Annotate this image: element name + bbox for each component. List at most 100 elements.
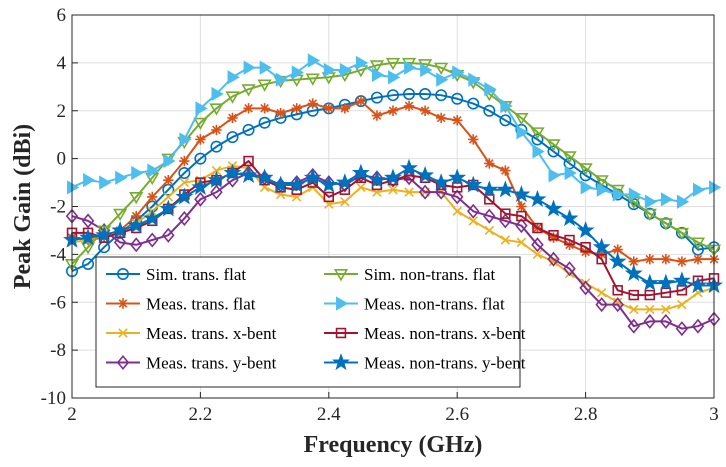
data-point [548, 232, 559, 243]
data-point [658, 218, 673, 231]
data-point [175, 187, 194, 205]
data-point [516, 125, 529, 140]
data-point [241, 84, 256, 97]
data-point [127, 216, 146, 234]
data-point [404, 60, 417, 75]
data-point [129, 191, 144, 205]
series-5 [67, 53, 722, 209]
data-point [163, 174, 174, 186]
data-point [612, 285, 623, 296]
data-point [371, 110, 383, 121]
y-tick-label: 0 [57, 149, 67, 170]
data-point [531, 133, 544, 146]
data-point [195, 101, 208, 116]
data-point [403, 100, 415, 112]
legend-label: Sim. non-trans. flat [364, 265, 496, 284]
data-point [259, 103, 270, 114]
data-point [656, 273, 675, 291]
data-point [194, 152, 207, 165]
legend-entry: Meas. non-trans. y-bent [324, 353, 526, 373]
data-point [147, 163, 160, 178]
data-point [162, 227, 175, 243]
data-point [709, 180, 722, 195]
data-point [356, 182, 366, 193]
data-point [594, 175, 609, 188]
data-point [419, 105, 431, 116]
data-point [660, 192, 674, 207]
data-point [692, 182, 706, 197]
y-tick-label: -2 [50, 197, 66, 218]
data-point [596, 287, 607, 298]
data-point [548, 230, 559, 241]
data-point [451, 92, 464, 105]
data-point [243, 60, 256, 75]
data-point [452, 65, 465, 80]
data-point [596, 182, 609, 197]
legend-swatch-marker [336, 296, 349, 311]
data-point [275, 72, 288, 87]
data-point [547, 251, 560, 267]
data-point [242, 165, 255, 181]
data-point [464, 175, 483, 193]
data-point [80, 242, 96, 255]
x-axis-title: Frequency (GHz) [304, 432, 483, 458]
data-point [319, 175, 338, 193]
data-point [258, 116, 271, 129]
data-point [596, 253, 607, 265]
data-point [500, 98, 513, 114]
data-point [628, 256, 639, 267]
data-point [612, 244, 623, 255]
x-tick-label: 2 [67, 404, 77, 425]
data-point [226, 131, 239, 144]
data-point [672, 271, 691, 289]
data-point [546, 139, 561, 152]
series-layer [63, 53, 723, 337]
data-point [452, 206, 462, 217]
data-point [468, 216, 478, 226]
data-point [323, 103, 334, 114]
data-point [483, 208, 496, 224]
data-point [629, 304, 639, 315]
data-point [528, 189, 547, 207]
data-point [388, 70, 401, 85]
data-point [608, 252, 627, 270]
data-point [580, 241, 591, 253]
legend-label: Meas. trans. y-bent [146, 354, 277, 373]
data-point [692, 253, 704, 265]
y-tick-label: -6 [50, 292, 66, 313]
legend-entry: Meas. trans. flat [106, 295, 256, 314]
data-point [227, 70, 240, 85]
data-point [483, 104, 496, 117]
data-point [355, 55, 369, 70]
data-point [484, 82, 497, 97]
data-point [129, 237, 143, 253]
data-point [83, 173, 96, 188]
data-point [404, 187, 414, 197]
data-point [499, 114, 512, 127]
data-point [194, 191, 207, 207]
data-point [207, 170, 226, 188]
data-point [193, 117, 208, 131]
data-point [484, 194, 495, 205]
data-point [225, 91, 240, 104]
data-point [255, 168, 274, 186]
data-point [82, 257, 95, 270]
data-point [351, 163, 370, 181]
data-point [624, 264, 643, 282]
legend-swatch-marker [335, 327, 347, 339]
data-point [690, 237, 706, 250]
data-point [579, 280, 592, 296]
data-point [564, 165, 577, 181]
data-point [660, 287, 672, 298]
data-point [448, 168, 467, 186]
data-point [547, 145, 560, 158]
data-point [452, 115, 463, 126]
legend-label: Meas. non-trans. x-bent [364, 324, 526, 343]
data-point [400, 158, 418, 176]
data-point [515, 218, 528, 234]
data-point [434, 62, 449, 75]
data-point [131, 210, 142, 222]
data-point [432, 173, 451, 191]
data-point [95, 225, 114, 243]
data-point [514, 112, 529, 126]
